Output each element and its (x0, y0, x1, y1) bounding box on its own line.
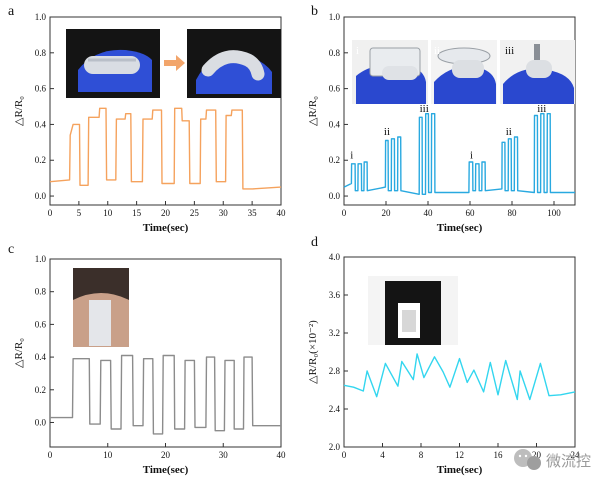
y-tick-label: 2.8 (329, 366, 341, 376)
panel-a: 0 5 10 15 20 25 30 35 40 0.0 0.2 0.4 0.6 0.8 1.0 Time(s… (13, 12, 286, 234)
panel-letter-d: d (311, 235, 318, 250)
y-tick-label: 0.0 (329, 191, 341, 201)
y-tick-label: 0.2 (35, 155, 46, 165)
x-tick-label: 20 (161, 450, 171, 460)
x-tick-label: 30 (219, 450, 229, 460)
y-tick-label: 0.0 (35, 417, 47, 427)
arrow-right-icon (164, 55, 185, 71)
x-tick-label: 25 (190, 208, 200, 218)
annotation-label: ii (384, 126, 390, 138)
annotation-label: i (350, 149, 353, 161)
y-tick-label: 0.8 (35, 48, 47, 58)
y-tick-label: 0.6 (35, 319, 47, 329)
x-tick-label: 4 (380, 450, 385, 460)
x-tick-label: 10 (103, 208, 113, 218)
x-axis-label: Time(sec) (437, 222, 483, 234)
annotation-label: iii (537, 103, 546, 115)
panel-c: 0 10 20 30 40 0.0 0.2 0.4 0.6 0.8 1.0 Time(sec) △R/R… (13, 254, 286, 476)
y-tick-label: 0.2 (329, 155, 340, 165)
y-tick-label: 0.4 (35, 352, 47, 362)
x-axis-label: Time(sec) (143, 222, 189, 234)
y-tick-label: 2.0 (329, 442, 341, 452)
photo-label-ii: ii (434, 45, 440, 57)
x-tick-label: 12 (455, 450, 464, 460)
plot-frame (343, 16, 576, 206)
panel-d: 0 4 8 12 16 20 24 2.0 2.4 2.8 3.2 3.6 4.0 Time(sec) △R… (307, 252, 580, 476)
y-tick-label: 0.8 (35, 287, 47, 297)
watermark: 微流控 (514, 449, 591, 470)
x-tick-label: 0 (48, 450, 53, 460)
series-line (50, 354, 281, 435)
x-tick-label: 0 (342, 208, 347, 218)
x-tick-label: 40 (277, 208, 287, 218)
photo-label-iii: iii (505, 45, 514, 57)
y-tick-label: 4.0 (329, 252, 341, 262)
x-tick-label: 10 (103, 450, 113, 460)
photo-b-i: i (352, 40, 428, 104)
x-tick-label: 40 (424, 208, 434, 218)
y-tick-label: 0.0 (35, 191, 47, 201)
y-tick-label: 0.4 (329, 119, 341, 129)
annotation-label: ii (506, 126, 512, 138)
x-tick-label: 100 (547, 208, 561, 218)
y-tick-label: 0.4 (35, 119, 47, 129)
y-tick-label: 0.8 (329, 48, 341, 58)
photo-a-straight-finger (66, 29, 160, 98)
x-tick-label: 80 (508, 208, 518, 218)
x-tick-label: 5 (77, 208, 82, 218)
x-tick-label: 15 (132, 208, 142, 218)
y-tick-label: 1.0 (35, 12, 47, 22)
panel-letter-c: c (8, 242, 14, 257)
y-tick-label: 3.6 (329, 290, 341, 300)
annotation-label: i (470, 149, 473, 161)
y-axis-label: △R/R₀(×10⁻²) (307, 320, 319, 384)
watermark-text: 微流控 (546, 453, 591, 470)
panel-letter-a: a (8, 4, 15, 19)
x-tick-label: 0 (48, 208, 53, 218)
x-tick-label: 60 (466, 208, 476, 218)
photo-b-iii: iii (500, 40, 575, 104)
x-tick-label: 35 (248, 208, 258, 218)
photo-label-i: i (356, 45, 359, 57)
y-axis-label: △R/R₀ (13, 338, 25, 368)
x-tick-label: 8 (419, 450, 424, 460)
y-axis-label: △R/R₀ (307, 96, 319, 126)
x-tick-label: 40 (277, 450, 287, 460)
photo-a-bent-finger (187, 29, 281, 98)
y-tick-label: 1.0 (329, 12, 341, 22)
x-tick-label: 20 (532, 450, 542, 460)
x-axis-label: Time(sec) (143, 464, 189, 476)
x-tick-label: 20 (382, 208, 392, 218)
x-tick-label: 20 (161, 208, 171, 218)
annotation-label: iii (420, 103, 429, 115)
photo-d-chest-sensor (368, 276, 458, 345)
wechat-icon (514, 449, 541, 470)
x-tick-label: 30 (219, 208, 229, 218)
y-tick-label: 3.2 (329, 328, 340, 338)
series-line (343, 353, 576, 401)
y-tick-label: 2.4 (329, 404, 341, 414)
y-tick-label: 0.6 (329, 84, 341, 94)
series-line (49, 107, 282, 190)
panel-letter-b: b (311, 4, 318, 19)
series-line (343, 113, 575, 195)
x-tick-label: 0 (342, 450, 347, 460)
y-tick-label: 0.2 (35, 385, 46, 395)
x-tick-label: 16 (494, 450, 504, 460)
y-tick-label: 0.6 (35, 84, 47, 94)
y-axis-label: △R/R₀ (13, 96, 25, 126)
x-tick-label: 24 (571, 450, 581, 460)
y-tick-label: 1.0 (35, 254, 47, 264)
photo-b-ii: ii (431, 40, 497, 104)
panel-b: 0 20 40 60 80 100 0.0 0.2 0.4 0.6 0.8 1.0 Time(sec) △… (307, 12, 576, 234)
x-axis-label: Time(sec) (437, 464, 483, 476)
photo-c-neck-sensor (73, 268, 129, 347)
